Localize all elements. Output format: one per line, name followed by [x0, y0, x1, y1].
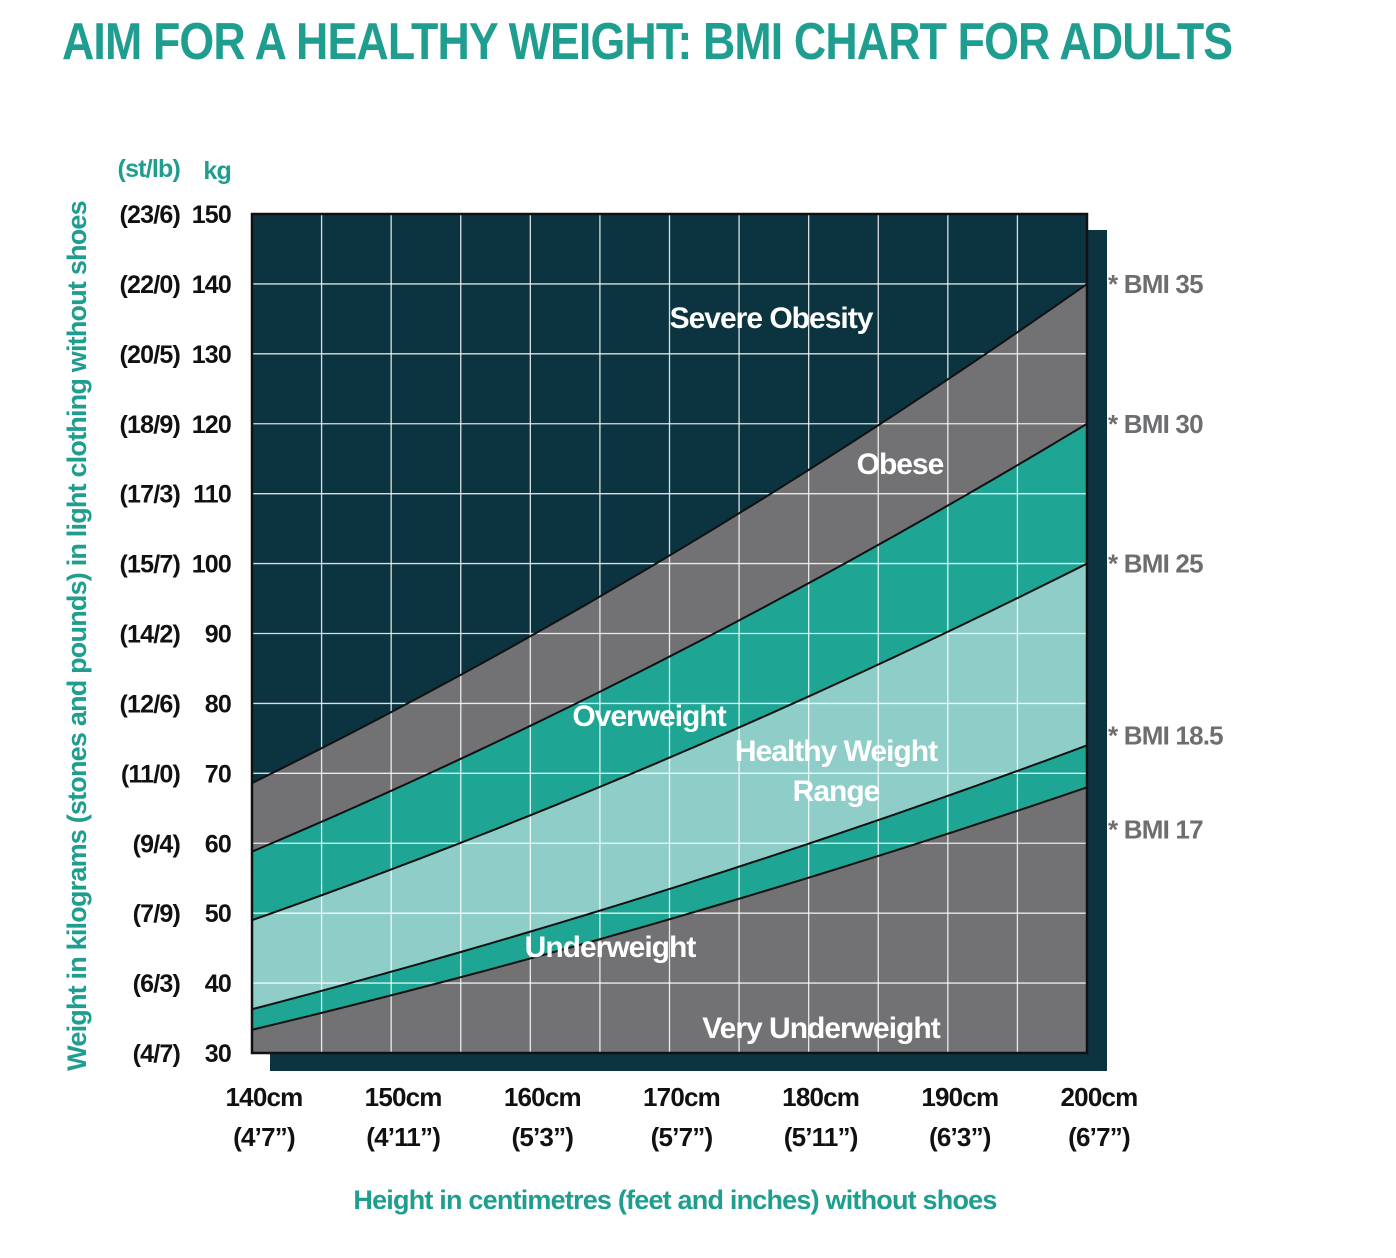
- y-unit-header: kg: [203, 157, 231, 185]
- zone-label-healthy-weight-range: Healthy Weight Range: [735, 735, 938, 808]
- y-tick-label: 130: [192, 341, 231, 369]
- frame-shadow-bottom: [270, 1053, 1107, 1071]
- chart-title: AIM FOR A HEALTHY WEIGHT: BMI CHART FOR …: [62, 13, 1233, 71]
- y-tick-label: 80: [205, 690, 231, 718]
- y-tick-label: 110: [193, 481, 231, 509]
- y-axis-title: Weight in kilograms (stones and pounds) …: [62, 201, 92, 1071]
- bmi-label-17: * BMI 17: [1108, 814, 1203, 844]
- zone-label-overweight: Overweight: [572, 700, 726, 733]
- y-tick-label: 50: [205, 900, 231, 928]
- x-axis-title: Height in centimetres (feet and inches) …: [353, 1185, 996, 1215]
- y-alt-tick-label: (4/7): [133, 1040, 181, 1068]
- bmi-line-17: [251, 786, 1088, 1031]
- y-alt-tick-label: (18/9): [119, 411, 180, 439]
- x-tick-label: 170cm: [643, 1082, 720, 1112]
- y-alt-tick-label: (23/6): [119, 201, 180, 229]
- y-alt-tick-label: (22/0): [119, 271, 180, 299]
- x-tick-label: 180cm: [782, 1082, 859, 1112]
- bmi-label-30: * BMI 30: [1108, 409, 1203, 439]
- y-alt-tick-label: (11/0): [121, 760, 181, 788]
- y-tick-label: 150: [192, 201, 231, 229]
- y-alt-tick-label: (6/3): [133, 970, 181, 998]
- y-tick-label: 90: [205, 621, 231, 649]
- x-tick-sublabel: (5’3”): [511, 1122, 573, 1152]
- bmi-line-35: [251, 283, 1088, 785]
- bmi-label-25: * BMI 25: [1108, 549, 1203, 579]
- bmi-line-25: [251, 562, 1088, 922]
- frame-shadow-right: [1087, 230, 1107, 1071]
- y-alt-tick-label: (15/7): [119, 551, 180, 579]
- y-tick-label: 120: [192, 411, 231, 439]
- y-alt-tick-label: (7/9): [133, 900, 181, 928]
- bmi-label-35: * BMI 35: [1108, 269, 1203, 299]
- y-alt-tick-label: (12/6): [119, 690, 180, 718]
- y-tick-label: 70: [205, 760, 231, 788]
- zone-label-obese: Obese: [857, 448, 944, 481]
- x-tick-sublabel: (4’7”): [233, 1122, 295, 1152]
- x-tick-label: 140cm: [226, 1082, 303, 1112]
- y-tick-label: 30: [205, 1040, 231, 1068]
- zone-label-underweight: Underweight: [525, 931, 697, 964]
- x-tick-label: 160cm: [504, 1082, 581, 1112]
- y-alt-tick-label: (20/5): [119, 341, 180, 369]
- zone-label-very-underweight: Very Underweight: [702, 1012, 940, 1045]
- plot-border: [250, 212, 1089, 1055]
- x-tick-sublabel: (5’11”): [784, 1122, 858, 1152]
- y-alt-tick-label: (9/4): [133, 830, 181, 858]
- y-tick-label: 100: [192, 551, 231, 579]
- x-tick-sublabel: (6’7”): [1068, 1122, 1130, 1152]
- zone-label-severe-obesity: Severe Obesity: [670, 302, 874, 335]
- bmi-line-30: [251, 422, 1088, 853]
- y-tick-label: 40: [205, 970, 231, 998]
- x-tick-sublabel: (6’3”): [929, 1122, 991, 1152]
- y-tick-label: 140: [192, 271, 231, 299]
- x-tick-label: 190cm: [921, 1082, 998, 1112]
- x-tick-label: 200cm: [1061, 1082, 1138, 1112]
- y-alt-tick-label: (17/3): [119, 481, 180, 509]
- y-alt-tick-label: (14/2): [119, 621, 180, 649]
- x-tick-sublabel: (4’11”): [366, 1122, 440, 1152]
- x-tick-sublabel: (5’7”): [651, 1122, 713, 1152]
- bmi-line-18-5: [251, 744, 1088, 1011]
- x-tick-label: 150cm: [365, 1082, 442, 1112]
- bmi-label-18-5: * BMI 18.5: [1108, 720, 1223, 750]
- y-tick-label: 60: [205, 830, 231, 858]
- y-alt-unit-header: (st/lb): [118, 155, 181, 183]
